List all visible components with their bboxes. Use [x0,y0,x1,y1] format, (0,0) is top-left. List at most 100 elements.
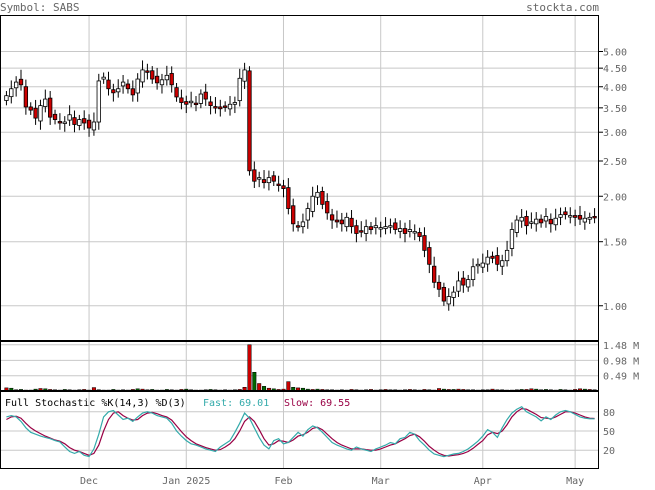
candle-up [310,195,315,212]
volume-tick-label: 0.98 M [603,356,639,367]
candle-up [568,215,573,218]
candle-up [504,249,510,262]
candle-down [354,225,359,234]
candle-up [509,229,515,249]
volume-bar [247,344,252,392]
candle-up [14,81,19,89]
candle-up [164,74,169,81]
candle-down [524,216,529,227]
candle-up [553,217,558,226]
candle-down [271,175,276,182]
candle-down [23,86,29,108]
price-tick-label: 2.50 [603,157,627,168]
candle-down [432,265,437,283]
candle-down [28,106,33,111]
volume-bar [257,383,262,392]
candle-up [116,88,121,93]
candle-up [378,227,383,230]
volume-bar [286,381,291,392]
candle-down [86,119,92,129]
candle-down [295,225,301,228]
candle-down [329,214,335,221]
candle-down [320,191,325,205]
candle-up [9,88,14,98]
candle-up [587,216,592,220]
candle-down [72,117,77,125]
candle-down [577,215,583,220]
candle-up [582,217,587,223]
stoch-fast-label: Fast: 69.01 [203,398,269,409]
candle-down [436,281,442,290]
candle-up [315,191,320,198]
candle-down [490,255,495,259]
price-panel [4,60,597,311]
stoch-tick-label: 80 [603,408,615,419]
stoch-slow-label: Slow: 69.55 [284,398,350,409]
candle-down [18,78,24,86]
volume-frame [0,341,599,391]
candle-up [67,114,72,121]
candle-up [4,95,9,101]
candle-up [519,216,524,222]
stoch-tick-label: 20 [603,446,615,457]
stoch-tick-label: 50 [603,427,615,438]
candle-up [456,280,461,292]
candle-down [281,185,286,189]
candle-up [373,225,378,229]
candle-up [363,226,369,234]
price-tick-label: 2.00 [603,192,627,203]
candle-up [266,177,272,184]
candle-up [412,231,417,234]
price-tick-label: 4.00 [603,83,627,94]
candle-down [427,247,432,265]
candle-down [393,222,398,230]
candle-up [43,98,48,107]
candle-down [339,219,344,225]
candle-down [422,235,427,251]
price-tick-label: 1.00 [603,302,627,313]
candle-up [300,221,306,228]
month-tick-label: Dec [80,476,98,486]
candle-down [130,88,135,96]
month-tick-label: Feb [274,476,292,486]
candle-down [145,70,150,73]
candle-up [91,121,97,131]
candle-up [529,221,534,224]
candle-down [106,79,111,90]
candle-down [150,70,155,80]
stoch-fast-line [6,405,595,458]
stoch-slow-line [6,407,595,457]
price-tick-label: 3.00 [603,128,627,139]
candle-up [407,229,413,233]
price-tick-label: 4.50 [603,64,627,75]
candle-down [252,169,257,182]
candle-down [286,187,291,209]
month-tick-label: Apr [474,476,492,486]
candle-down [368,226,374,230]
candle-up [500,260,505,267]
candle-down [572,215,578,218]
candle-down [563,211,568,216]
candle-up [135,78,140,94]
candle-down [325,201,330,214]
candle-up [305,208,310,221]
candle-down [111,89,116,94]
symbol-label: Symbol: SABS [0,1,79,14]
candle-up [232,102,238,105]
candle-down [169,73,174,86]
candle-up [446,296,451,305]
frames [0,15,599,469]
candle-down [179,97,184,103]
candle-up [558,214,563,218]
candle-up [38,105,43,122]
candle-up [96,80,101,123]
candle-down [223,105,228,108]
candle-down [291,205,296,225]
candle-down [402,228,408,234]
candle-down [417,232,422,237]
price-tick-label: 3.50 [603,104,627,115]
candle-up [120,81,126,87]
candle-up [388,225,393,228]
